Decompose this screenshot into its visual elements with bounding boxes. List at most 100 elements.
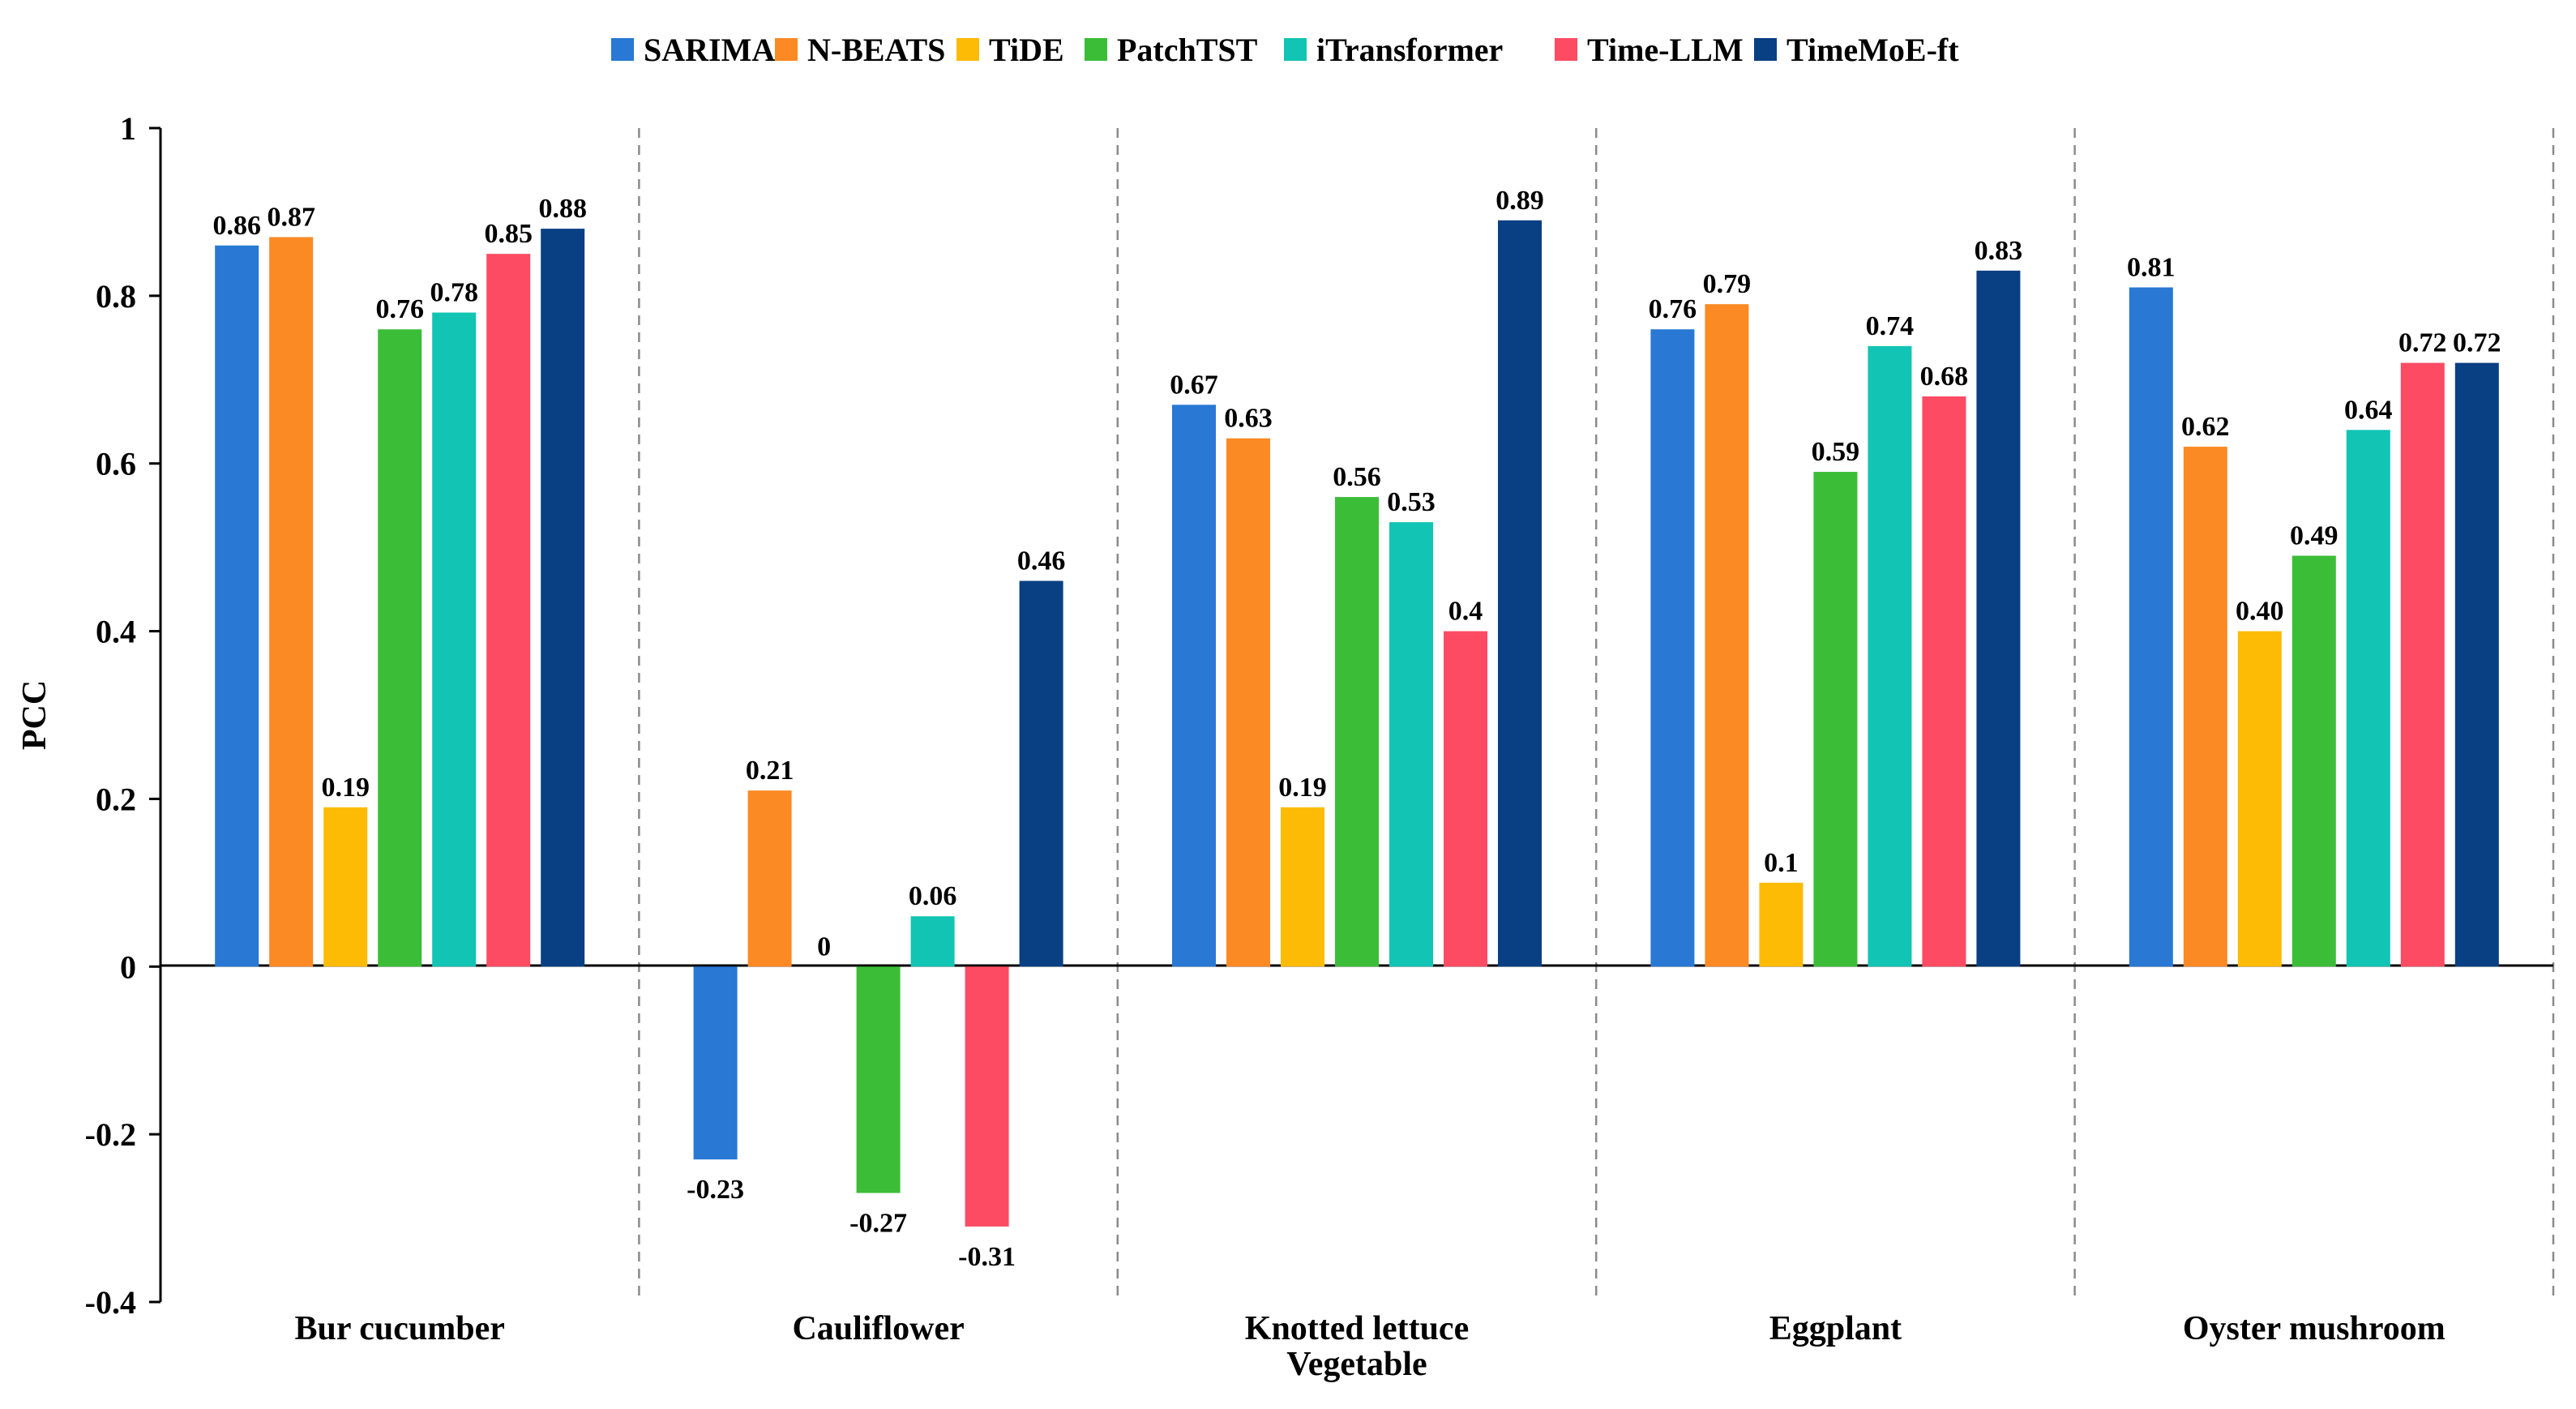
bar-value-label: 0.56 xyxy=(1333,462,1381,492)
bar-value-label: 0.74 xyxy=(1866,311,1915,341)
bar xyxy=(2291,555,2336,967)
category-label: Bur cucumber xyxy=(295,1310,505,1347)
bar xyxy=(1226,438,1270,967)
bar-value-label: 0.40 xyxy=(2236,597,2284,627)
bar xyxy=(1813,472,1858,967)
bar xyxy=(1172,405,1216,967)
bar xyxy=(1019,580,1063,967)
bar-value-label: 0.06 xyxy=(909,881,957,911)
bar-value-label: 0.86 xyxy=(212,211,261,241)
bar xyxy=(1444,631,1487,967)
legend-swatch xyxy=(956,38,979,61)
bar-value-label: -0.23 xyxy=(687,1175,744,1205)
legend-swatch xyxy=(775,38,798,61)
bar xyxy=(910,916,955,967)
bar xyxy=(1389,522,1433,967)
bar-value-label: 0.21 xyxy=(746,756,794,786)
y-tick-label: -0.2 xyxy=(85,1116,136,1153)
bars xyxy=(215,220,2499,1227)
bar xyxy=(2346,430,2390,967)
bar-value-label: 0.62 xyxy=(2181,412,2230,442)
legend-label: PatchTST xyxy=(1117,32,1258,68)
legend-label: SARIMA xyxy=(644,32,775,68)
bar xyxy=(1650,329,1695,967)
bar xyxy=(2400,362,2445,967)
bar-value-label: 0.88 xyxy=(538,194,587,224)
bar-value-label: 0.76 xyxy=(375,294,424,324)
legend-label: N-BEATS xyxy=(807,32,945,68)
bar xyxy=(2454,362,2499,967)
y-tick-label: 0.8 xyxy=(96,278,136,315)
bar-value-labels: 0.86 0.870.190.760.780.850.88-0.230.210-0… xyxy=(212,186,2501,1272)
bar xyxy=(1759,882,1804,967)
bar-value-label: 0.67 xyxy=(1170,370,1218,400)
bar xyxy=(1868,345,1912,967)
bar xyxy=(1335,497,1379,967)
bar xyxy=(541,229,585,967)
bar-value-label: 0.85 xyxy=(484,219,533,249)
legend-swatch xyxy=(1555,38,1577,61)
bar xyxy=(1498,220,1542,967)
y-tick-label: -0.4 xyxy=(85,1284,136,1321)
bar-value-label: 0.72 xyxy=(2453,328,2501,358)
bar xyxy=(747,790,792,967)
bar-value-label: 0.19 xyxy=(321,773,370,803)
bar-value-label: 0.89 xyxy=(1496,186,1544,216)
y-tick-label: 1 xyxy=(120,110,136,147)
bar-value-label: 0 xyxy=(817,931,831,961)
bar xyxy=(1976,270,2021,967)
legend-swatch xyxy=(611,38,634,61)
bar-value-label: 0.68 xyxy=(1920,362,1969,392)
legend-swatch xyxy=(1085,38,1107,61)
legend-label: TimeMoE-ft xyxy=(1787,32,1959,68)
bar xyxy=(486,254,531,967)
category-label: Oyster mushroom xyxy=(2183,1310,2445,1347)
bar-value-label: 0.83 xyxy=(1975,236,2023,266)
bar xyxy=(432,312,477,967)
bar xyxy=(378,329,422,967)
category-labels: Bur cucumber Cauliflower Knotted lettuce Ve… xyxy=(295,1310,2445,1383)
y-ticks: 1 0.8 0.6 0.4 0.2 0 -0.2 -0.4 xyxy=(85,110,160,1321)
bar-value-label: -0.27 xyxy=(849,1209,907,1239)
bar-value-label: 0.53 xyxy=(1387,487,1436,517)
bar xyxy=(2129,287,2173,967)
bar-value-label: 0.49 xyxy=(2290,520,2339,550)
legend-swatch xyxy=(1284,38,1307,61)
legend-label: TiDE xyxy=(989,32,1064,68)
category-label: Eggplant xyxy=(1769,1310,1902,1347)
legend: SARIMA N-BEATS TiDE PatchTST iTransformer Tim… xyxy=(611,32,1959,68)
bar-value-label: 0.64 xyxy=(2344,395,2393,425)
bar-value-label: 0.19 xyxy=(1278,773,1327,803)
bar-value-label: 0.1 xyxy=(1764,848,1799,878)
y-tick-label: 0 xyxy=(120,949,136,985)
bar-value-label: 0.46 xyxy=(1017,546,1066,576)
bar xyxy=(693,966,738,1160)
legend-label: iTransformer xyxy=(1316,32,1503,68)
bar xyxy=(2237,631,2282,967)
bar xyxy=(1281,807,1324,967)
bar xyxy=(856,966,901,1193)
legend-swatch xyxy=(1754,38,1777,61)
bar-value-label: 0.76 xyxy=(1649,294,1697,324)
group-separators xyxy=(638,128,2555,1302)
category-label: Cauliflower xyxy=(792,1310,964,1347)
bar xyxy=(215,245,259,967)
bar xyxy=(2183,447,2227,967)
y-tick-label: 0.6 xyxy=(96,446,136,482)
bar-value-label: 0.63 xyxy=(1224,404,1273,434)
bar-value-label: 0.81 xyxy=(2127,253,2176,283)
bar-value-label: 0.4 xyxy=(1448,597,1483,627)
bar xyxy=(269,237,314,967)
bar-value-label: 0.87 xyxy=(267,202,315,232)
legend-label: Time-LLM xyxy=(1587,32,1744,68)
bar xyxy=(323,807,368,967)
bar xyxy=(1705,304,1749,967)
bar-value-label: -0.31 xyxy=(958,1242,1016,1272)
category-label: Knotted lettuce Vegetable xyxy=(1245,1310,1469,1383)
bar-value-label: 0.72 xyxy=(2398,328,2447,358)
y-tick-label: 0.4 xyxy=(96,614,136,650)
y-axis-label: PCC xyxy=(16,680,53,750)
y-tick-label: 0.2 xyxy=(96,781,136,817)
bar-value-label: 0.78 xyxy=(430,278,478,308)
